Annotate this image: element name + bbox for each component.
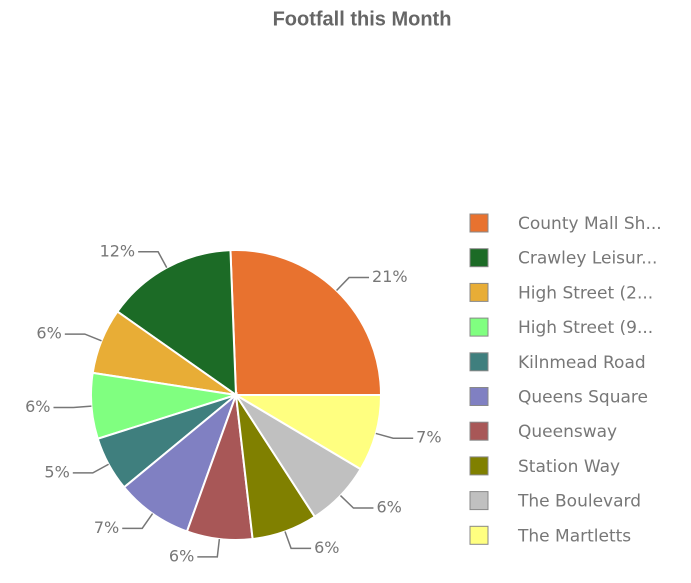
leader-line	[72, 463, 109, 474]
data-label: 5%	[44, 462, 69, 481]
data-label: 12%	[100, 241, 136, 260]
pie-slice	[229, 249, 383, 396]
leader-line	[197, 538, 221, 558]
legend-swatch	[469, 213, 489, 233]
legend-swatch	[469, 456, 489, 476]
legend-swatch	[469, 352, 489, 372]
leader-line	[64, 333, 102, 342]
data-label: 6%	[376, 498, 401, 517]
data-label: 7%	[94, 518, 119, 537]
legend-label: Station Way	[518, 457, 620, 477]
legend-label: Queensway	[518, 422, 617, 442]
leader-line	[138, 251, 168, 268]
legend-swatch	[469, 491, 489, 511]
legend-swatch	[469, 387, 489, 406]
legend-swatch	[469, 525, 489, 545]
legend-label: Crawley Leisur...	[518, 249, 657, 269]
data-label: 6%	[314, 538, 339, 557]
legend-label: County Mall Sh...	[518, 214, 662, 234]
legend-swatch	[469, 421, 489, 441]
legend-label: High Street (2...	[518, 283, 653, 303]
legend-swatch	[469, 248, 489, 268]
leader-line	[336, 276, 370, 292]
leader-line	[339, 495, 374, 509]
data-label: 6%	[36, 324, 61, 343]
data-label: 7%	[416, 428, 441, 447]
chart-title: Footfall this Month	[273, 8, 452, 30]
leader-line	[284, 531, 312, 550]
leader-line	[53, 405, 92, 409]
legend-swatch	[469, 282, 489, 302]
data-label: 6%	[169, 546, 194, 565]
legend-label: Queens Square	[518, 388, 648, 408]
data-label: 6%	[25, 397, 50, 416]
legend-label: High Street (9...	[518, 318, 653, 338]
legend-label: The Boulevard	[517, 492, 641, 512]
legend-swatch	[469, 317, 489, 337]
leader-line	[122, 513, 154, 530]
leader-line	[375, 432, 414, 439]
data-label: 21%	[372, 267, 408, 286]
legend-label: The Martletts	[517, 526, 631, 546]
legend-label: Kilnmead Road	[518, 353, 646, 373]
